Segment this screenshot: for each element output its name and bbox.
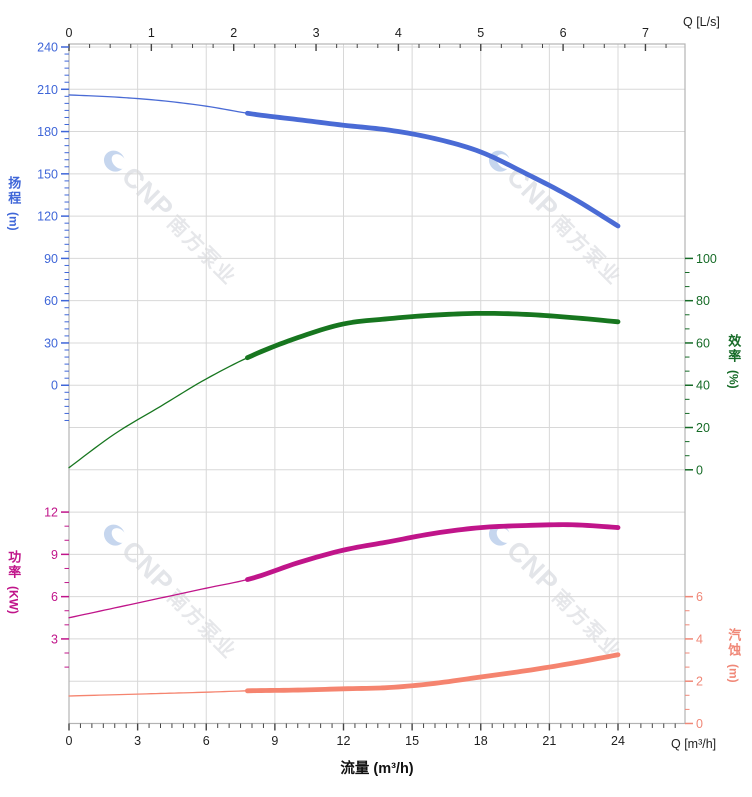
head-tick-label: 240 — [37, 41, 58, 55]
bottom-axis-tick-label: 18 — [474, 734, 488, 748]
bottom-axis-tick-label: 24 — [611, 734, 625, 748]
bottom-axis-tick-label: 9 — [271, 734, 278, 748]
curve-eff — [245, 310, 621, 361]
eff-tick-label: 60 — [696, 336, 710, 350]
npsh-tick-label: 2 — [696, 675, 703, 689]
eff-tick-label: 40 — [696, 379, 710, 393]
curve-head-thin — [68, 94, 253, 115]
curve-npsh — [245, 652, 621, 694]
curve-head — [245, 110, 621, 229]
axis-title-npsh: 汽蚀 (m) — [725, 628, 741, 683]
head-tick-label: 150 — [37, 167, 58, 181]
eff-tick-label: 80 — [696, 294, 710, 308]
plot-frame — [68, 43, 686, 725]
head-tick-label: 30 — [44, 336, 58, 350]
eff-tick-label: 100 — [696, 252, 717, 266]
bottom-axis-tick-label: 6 — [203, 734, 210, 748]
power-tick-label: 3 — [51, 632, 58, 646]
top-axis-tick-label: 7 — [642, 26, 649, 40]
axis-title-npsh-text: 汽蚀 — [726, 628, 742, 658]
npsh-tick-label: 0 — [696, 717, 703, 731]
axis-title-npsh-unit: (m) — [726, 664, 741, 683]
bottom-axis-unit-label: Q [m³/h] — [671, 737, 717, 751]
power-tick-label: 12 — [44, 506, 58, 520]
bottom-axis-tick-label: 15 — [405, 734, 419, 748]
head-tick-label: 120 — [37, 210, 58, 224]
bottom-axis-tick-label: 0 — [66, 734, 73, 748]
axis-title-head-text: 扬程 — [6, 176, 22, 206]
bottom-axis-tick-label: 12 — [337, 734, 351, 748]
top-axis-tick-label: 2 — [230, 26, 237, 40]
head-tick-label: 180 — [37, 125, 58, 139]
npsh-tick-label: 6 — [696, 590, 703, 604]
axis-title-head: 扬程 (m) — [5, 176, 21, 231]
head-tick-label: 60 — [44, 294, 58, 308]
head-tick-label: 0 — [51, 379, 58, 393]
axis-title-efficiency-text: 效率 — [726, 334, 742, 364]
eff-tick-label: 0 — [696, 463, 703, 477]
axis-title-efficiency: 效率 (%) — [725, 334, 741, 389]
curve-power — [245, 522, 621, 582]
top-axis-tick-label: 6 — [560, 26, 567, 40]
top-axis-tick-label: 5 — [477, 26, 484, 40]
eff-tick-label: 20 — [696, 421, 710, 435]
bottom-axis-tick-label: 3 — [134, 734, 141, 748]
head-tick-label: 210 — [37, 83, 58, 97]
top-axis-unit-label: Q [L/s] — [683, 15, 720, 29]
npsh-tick-label: 4 — [696, 632, 703, 646]
axis-title-power-text: 功率 — [6, 550, 22, 580]
power-tick-label: 6 — [51, 590, 58, 604]
head-tick-label: 90 — [44, 252, 58, 266]
axis-title-efficiency-unit: (%) — [726, 370, 741, 389]
top-axis-tick-label: 3 — [313, 26, 320, 40]
axis-title-power-unit: (KW) — [6, 586, 21, 614]
top-axis-tick-label: 4 — [395, 26, 402, 40]
curve-eff-thin — [68, 354, 253, 469]
bottom-axis-tick-label: 21 — [542, 734, 556, 748]
x-axis-title: 流量 (m³/h) — [340, 761, 414, 777]
axis-title-head-unit: (m) — [6, 212, 21, 231]
top-axis-tick-label: 0 — [66, 26, 73, 40]
axis-title-power: 功率 (KW) — [5, 550, 21, 614]
curve-power-thin — [68, 577, 253, 619]
power-tick-label: 9 — [51, 548, 58, 562]
top-axis-tick-label: 1 — [148, 26, 155, 40]
curve-npsh-thin — [68, 690, 253, 697]
